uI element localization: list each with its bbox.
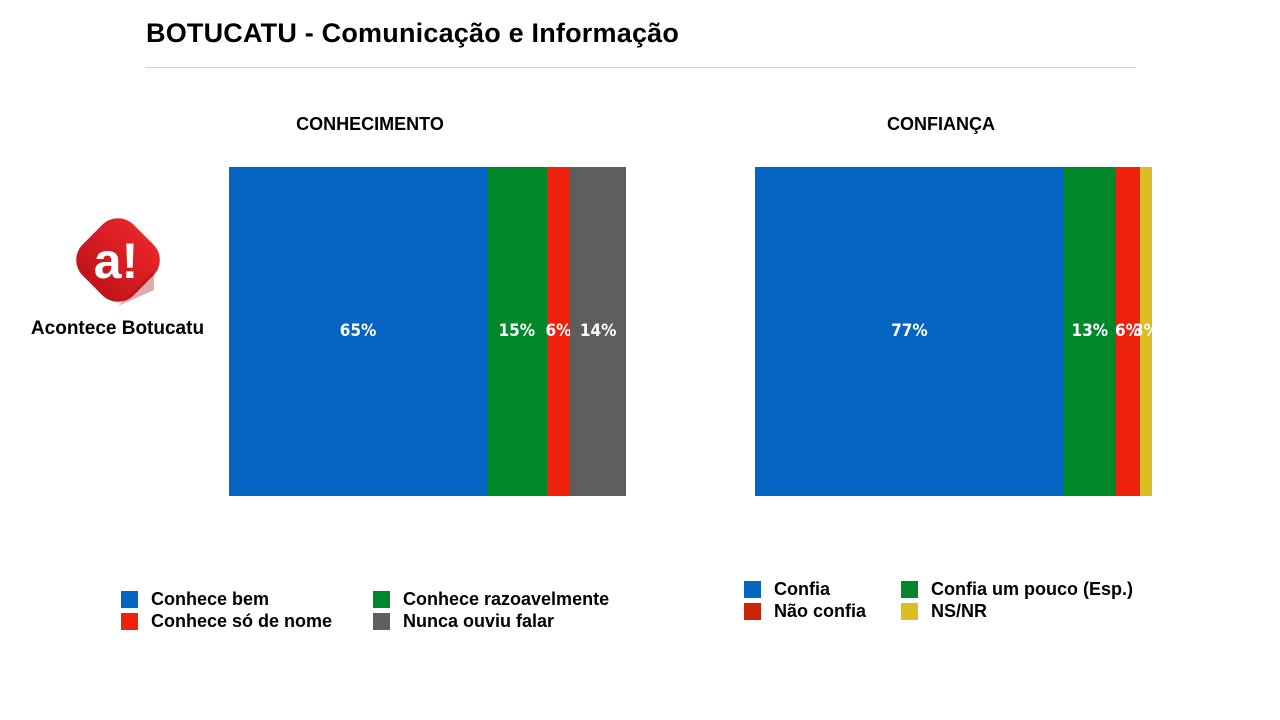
logo-glyph: a!	[93, 233, 137, 289]
chart-title-confianca: CONFIANÇA	[887, 114, 995, 134]
legend-item-confia: Confia	[744, 579, 830, 600]
stacked-bar-conhecimento: 65% 15% 6% 14%	[229, 167, 626, 496]
legend-item-ns-nr: NS/NR	[901, 601, 987, 622]
data-label-confia: 77%	[891, 320, 928, 341]
legend-swatch	[744, 581, 761, 598]
data-label-conhece-so-de-nome: 6%	[545, 320, 572, 341]
data-label-conhece-razoavelmente: 15%	[498, 320, 536, 341]
legend-swatch	[901, 581, 918, 598]
bar-segment-conhece-bem: 65%	[229, 167, 488, 496]
legend-swatch	[373, 591, 390, 608]
legend-label: Não confia	[774, 601, 867, 621]
brand-logo: a! Acontece Botucatu	[20, 210, 215, 340]
data-label-nunca-ouviu-falar: 14%	[579, 320, 617, 341]
legend-item-confia-um-pouco-esp: Confia um pouco (Esp.)	[901, 579, 1133, 600]
chart-title-conhecimento: CONHECIMENTO	[296, 114, 444, 134]
bar-segment-nao-confia: 6%	[1114, 167, 1141, 496]
legend-swatch	[744, 603, 761, 620]
brand-name: Acontece Botucatu	[30, 318, 205, 339]
data-label-nao-confia: 6%	[1114, 320, 1141, 341]
data-label-conhece-bem: 65%	[339, 320, 377, 341]
bar-segment-conhece-razoavelmente: 15%	[487, 167, 547, 496]
bar-segment-conhece-so-de-nome: 6%	[545, 167, 572, 496]
legend-label: Nunca ouviu falar	[403, 611, 555, 631]
legend-item-nao-confia: Não confia	[744, 601, 866, 622]
page-title: BOTUCATU - Comunicação e Informação	[146, 18, 680, 48]
bar-segment-confia-um-pouco-esp: 13%	[1063, 167, 1116, 496]
legend-item-conhece-razoavelmente: Conhece razoavelmente	[373, 589, 609, 610]
bar-segment-nunca-ouviu-falar: 14%	[570, 167, 626, 496]
legend-item-conhece-so-de-nome: Conhece só de nome	[121, 611, 332, 632]
legend-swatch	[901, 603, 918, 620]
stacked-bar-confianca: 77% 13% 6% 3%	[755, 167, 1159, 496]
bar-segment-ns-nr: 3%	[1133, 167, 1159, 496]
title-divider	[145, 67, 1136, 68]
legend-label: Confia um pouco (Esp.)	[931, 579, 1133, 599]
legend-item-nunca-ouviu-falar: Nunca ouviu falar	[373, 611, 554, 632]
legend-label: Confia	[774, 579, 830, 599]
legend-label: Conhece só de nome	[151, 611, 333, 631]
legend-label: Conhece bem	[151, 589, 270, 609]
legend-label: NS/NR	[931, 601, 988, 621]
legend-label: Conhece razoavelmente	[403, 589, 610, 609]
bar-segment-confia: 77%	[755, 167, 1064, 496]
legend-swatch	[121, 591, 138, 608]
legend-swatch	[373, 613, 390, 630]
data-label-ns-nr: 3%	[1132, 320, 1159, 341]
acontece-logo-icon: a!	[75, 218, 160, 306]
legend-item-conhece-bem: Conhece bem	[121, 589, 269, 610]
legend-swatch	[121, 613, 138, 630]
data-label-confia-um-pouco-esp: 13%	[1071, 320, 1109, 341]
